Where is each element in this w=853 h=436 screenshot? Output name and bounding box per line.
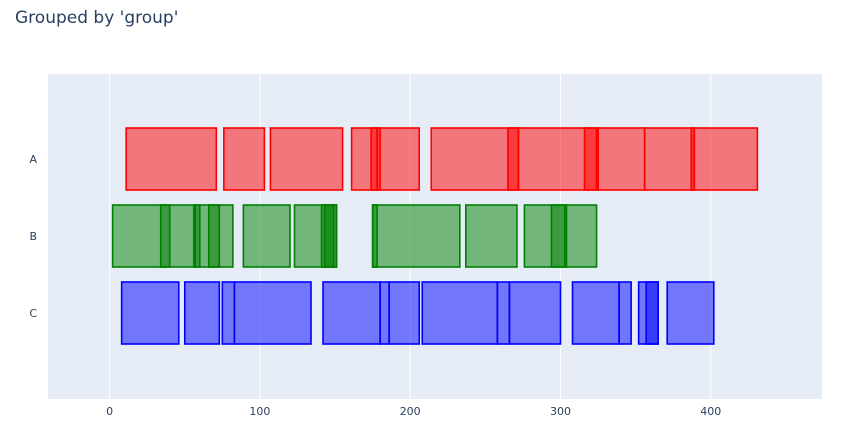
bar-segment-c[interactable]: [496, 281, 511, 345]
x-tick-label: 300: [550, 405, 571, 418]
bar-segment-b[interactable]: [371, 204, 461, 268]
bar-segment-b[interactable]: [564, 204, 598, 268]
y-tick-label: A: [29, 153, 37, 166]
bar-segment-c[interactable]: [645, 281, 659, 345]
bar-segment-c[interactable]: [322, 281, 381, 345]
bar-segment-a[interactable]: [269, 127, 344, 191]
x-axis-labels: 0 100 200 300 400: [106, 405, 721, 418]
x-tick-label: 400: [700, 405, 721, 418]
bar-segment-b[interactable]: [242, 204, 291, 268]
bar-segment-c[interactable]: [233, 281, 312, 345]
bar-segment-c[interactable]: [618, 281, 632, 345]
bar-segment-c[interactable]: [183, 281, 221, 345]
bar-segment-a[interactable]: [223, 127, 266, 191]
bar-segment-a[interactable]: [507, 127, 520, 191]
bar-segment-b[interactable]: [111, 204, 197, 268]
x-tick-label: 0: [106, 405, 113, 418]
bar-segment-c[interactable]: [221, 281, 236, 345]
bar-segment-b[interactable]: [323, 204, 338, 268]
y-tick-label: B: [29, 230, 37, 243]
x-tick-label: 100: [249, 405, 270, 418]
bar-segment-c[interactable]: [421, 281, 499, 345]
bar-segment-b[interactable]: [192, 204, 201, 268]
bar-segment-b[interactable]: [208, 204, 221, 268]
bar-segment-a[interactable]: [125, 127, 218, 191]
bar-segment-a[interactable]: [693, 127, 759, 191]
bar-segment-c[interactable]: [120, 281, 180, 345]
bar-segment-a[interactable]: [583, 127, 599, 191]
bar-segment-c[interactable]: [666, 281, 715, 345]
bar-segment-c[interactable]: [571, 281, 620, 345]
bar-segment-a[interactable]: [430, 127, 520, 191]
bar-segment-b[interactable]: [371, 204, 378, 268]
bar-segment-a[interactable]: [517, 127, 598, 191]
bar-segment-c[interactable]: [388, 281, 421, 345]
bars-group: [111, 127, 759, 345]
bar-segment-b[interactable]: [465, 204, 518, 268]
bar-segment-c[interactable]: [508, 281, 562, 345]
y-tick-label: C: [29, 307, 37, 320]
bar-segment-c[interactable]: [379, 281, 390, 345]
bar-segment-a[interactable]: [376, 127, 421, 191]
y-axis-labels: A B C: [29, 153, 37, 320]
bar-segment-a[interactable]: [643, 127, 696, 191]
bar-segment-a[interactable]: [597, 127, 646, 191]
bar-segment-b[interactable]: [159, 204, 171, 268]
chart-title: Grouped by 'group': [15, 8, 179, 28]
x-tick-label: 200: [400, 405, 421, 418]
